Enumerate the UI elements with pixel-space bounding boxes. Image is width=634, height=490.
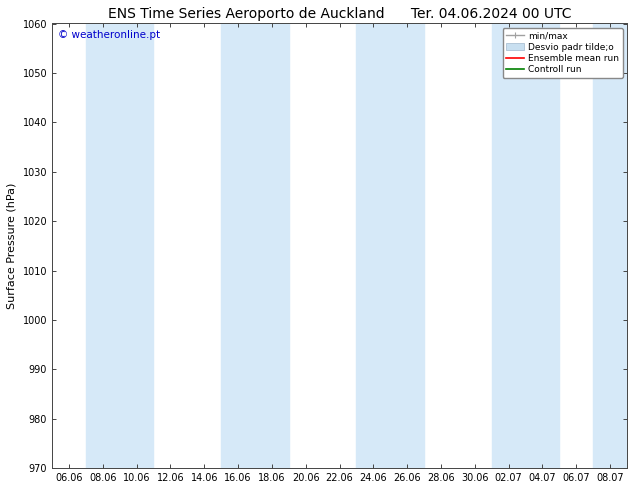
Title: ENS Time Series Aeroporto de Auckland      Ter. 04.06.2024 00 UTC: ENS Time Series Aeroporto de Auckland Te… bbox=[108, 7, 571, 21]
Bar bbox=[492, 24, 526, 468]
Bar bbox=[593, 24, 627, 468]
Bar bbox=[356, 24, 391, 468]
Bar bbox=[526, 24, 559, 468]
Bar bbox=[120, 24, 153, 468]
Text: © weatheronline.pt: © weatheronline.pt bbox=[58, 30, 160, 40]
Bar bbox=[86, 24, 120, 468]
Bar bbox=[221, 24, 255, 468]
Y-axis label: Surface Pressure (hPa): Surface Pressure (hPa) bbox=[7, 183, 17, 309]
Bar bbox=[255, 24, 288, 468]
Legend: min/max, Desvio padr tilde;o, Ensemble mean run, Controll run: min/max, Desvio padr tilde;o, Ensemble m… bbox=[503, 28, 623, 78]
Bar bbox=[391, 24, 424, 468]
